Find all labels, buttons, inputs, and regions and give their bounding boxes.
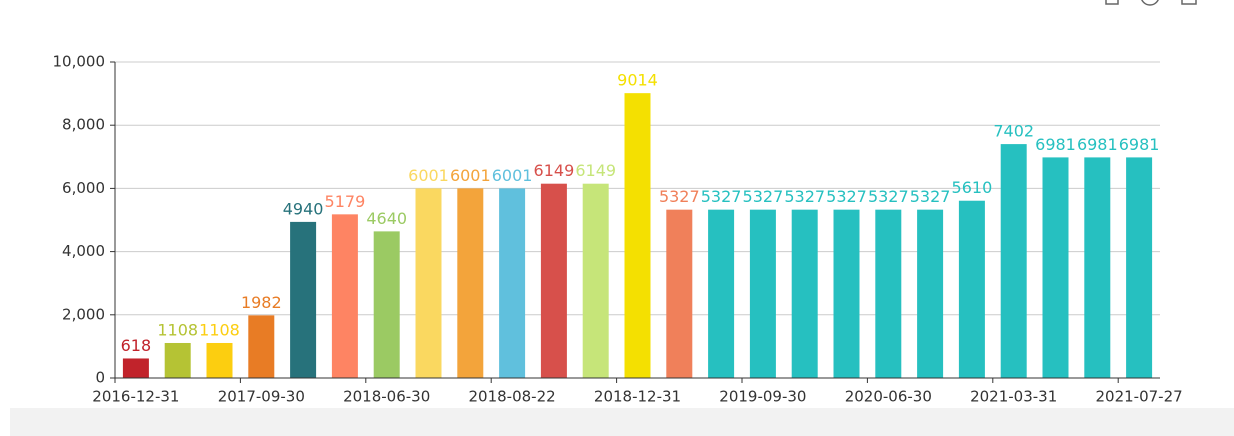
- value-label: 5327: [784, 187, 825, 206]
- value-label: 5327: [826, 187, 867, 206]
- bar: [122, 358, 149, 378]
- bar: [958, 200, 985, 378]
- value-label: 1108: [199, 320, 240, 339]
- value-label: 5610: [952, 178, 993, 197]
- bar: [331, 214, 358, 378]
- value-label: 5327: [910, 187, 951, 206]
- bar: [1000, 144, 1027, 378]
- value-label: 5327: [743, 187, 784, 206]
- value-label: 5327: [868, 187, 909, 206]
- tool-icon[interactable]: [1181, 0, 1197, 5]
- value-label: 6149: [575, 161, 616, 180]
- bar: [415, 188, 442, 378]
- x-tick-label: 2018-06-30: [343, 388, 430, 406]
- x-tick-label: 2017-09-30: [218, 388, 305, 406]
- value-label: 6981: [1035, 135, 1076, 154]
- bar: [457, 188, 484, 378]
- value-label: 4940: [283, 199, 324, 218]
- x-tick-label: 2019-09-30: [719, 388, 806, 406]
- tool-icon[interactable]: [1105, 0, 1119, 5]
- tool-icon[interactable]: [1141, 0, 1159, 6]
- bar: [248, 315, 275, 378]
- x-tick-label: 2021-03-31: [970, 388, 1057, 406]
- value-label: 9014: [617, 71, 658, 90]
- value-label: 5327: [701, 187, 742, 206]
- value-label: 1108: [157, 320, 198, 339]
- bar: [164, 342, 191, 378]
- value-label: 6001: [408, 166, 449, 185]
- x-tick-label: 2018-08-22: [469, 388, 556, 406]
- bar: [373, 231, 400, 378]
- bar: [708, 209, 735, 378]
- y-tick-label: 0: [95, 369, 105, 387]
- value-label: 6981: [1077, 135, 1118, 154]
- y-tick-label: 8,000: [62, 116, 105, 134]
- x-tick-label: 2020-06-30: [845, 388, 932, 406]
- bar: [833, 209, 860, 378]
- footer-bar: [10, 408, 1234, 436]
- x-tick-label: 2018-12-31: [594, 388, 681, 406]
- bar: [1126, 157, 1153, 378]
- value-label: 6149: [534, 161, 575, 180]
- bar: [206, 342, 233, 378]
- bar: [917, 209, 944, 378]
- bar: [749, 209, 776, 378]
- bar: [290, 221, 317, 378]
- bar: [624, 93, 651, 379]
- value-label: 4640: [366, 209, 407, 228]
- y-tick-label: 10,000: [53, 53, 106, 71]
- x-tick-label: 2021-07-27: [1096, 388, 1183, 406]
- bar: [1084, 157, 1111, 378]
- y-tick-label: 4,000: [62, 242, 105, 260]
- value-label: 6981: [1119, 135, 1160, 154]
- bar: [875, 209, 902, 378]
- x-tick-label: 2016-12-31: [92, 388, 179, 406]
- y-tick-label: 6,000: [62, 179, 105, 197]
- y-tick-label: 2,000: [62, 305, 105, 323]
- value-label: 5327: [659, 187, 700, 206]
- bar: [499, 188, 526, 378]
- value-label: 7402: [993, 122, 1034, 141]
- bar: [791, 209, 818, 378]
- value-label: 618: [121, 336, 152, 355]
- bar: [666, 209, 693, 378]
- value-label: 6001: [450, 166, 491, 185]
- bar: [540, 183, 567, 378]
- toolbox: [1105, 0, 1197, 6]
- value-label: 6001: [492, 166, 533, 185]
- value-label: 5179: [325, 192, 366, 211]
- value-label: 1982: [241, 293, 282, 312]
- bar: [582, 183, 609, 378]
- bar: [1042, 157, 1069, 378]
